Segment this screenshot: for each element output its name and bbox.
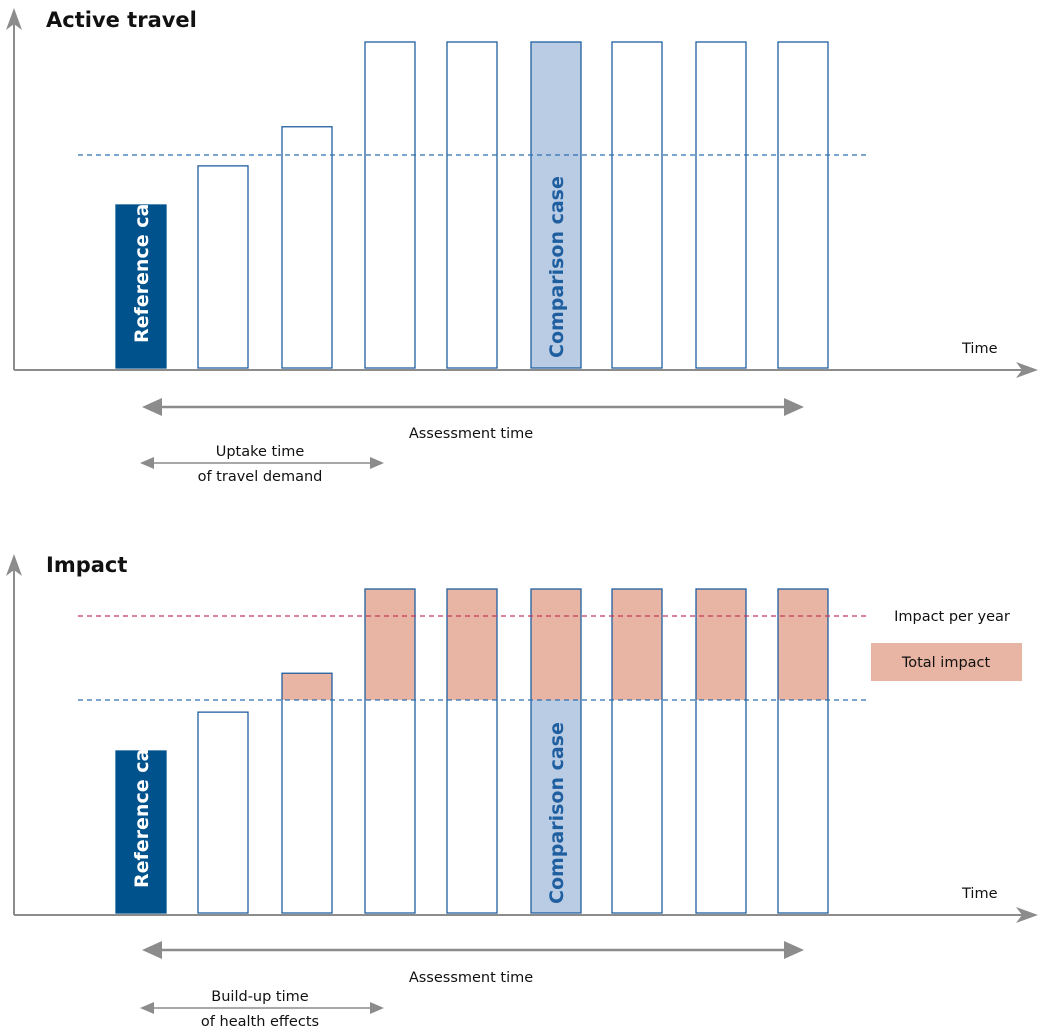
bottom-x-axis-arrow-icon [1016,907,1038,923]
bottom-bar-2 [197,711,249,914]
top-bar-5 [446,41,498,369]
bottom-comparison-bar [530,588,582,914]
top-bar-3 [281,126,333,369]
bottom-buildup-arrow-left-icon [140,1002,154,1014]
total-impact-legend-label: Total impact [901,655,991,671]
bottom-buildup-label-line2: of health effects [201,1014,319,1030]
bottom-y-axis-arrow-icon [6,554,22,576]
bottom-impact-segment-5 [447,589,497,700]
bottom-buildup-label-line1: Build-up time [211,989,308,1005]
top-panel-title: Active travel [46,8,197,32]
top-x-axis-arrow-icon [1016,362,1038,378]
top-uptake-label-line1: Uptake time [216,444,305,460]
top-bar-4 [364,41,416,369]
bottom-assessment-time-label: Assessment time [409,970,533,986]
bottom-reference-bar [115,750,167,914]
top-x-axis-label: Time [961,341,998,357]
top-uptake-arrow-right-icon [370,457,384,469]
top-reference-bar [115,204,167,369]
top-assessment-time-label: Assessment time [409,426,533,442]
top-comparison-case-label: Comparison case [546,176,568,358]
top-uptake-label-line2: of travel demand [198,469,323,485]
impact-per-year-legend-label: Impact per year [894,609,1010,625]
bottom-assessment-arrow-left-icon [142,941,162,959]
bottom-comparison-case-label: Comparison case [546,722,568,904]
bottom-comparison-fill [531,700,581,913]
bottom-bar-9 [777,588,829,914]
bottom-bar-7 [611,588,663,914]
bottom-impact-segment-9 [778,589,828,700]
bottom-reference-case-label: Reference case [131,725,153,889]
top-bar-7 [611,41,663,369]
top-assessment-arrow-right-icon [784,398,804,416]
bottom-x-axis-label: Time [961,886,998,902]
top-comparison-bar [530,41,582,369]
bottom-bar-5 [446,588,498,914]
total-impact-legend-swatch [871,643,1022,681]
bottom-assessment-arrow-right-icon [784,941,804,959]
top-bar-2 [197,165,249,369]
top-y-axis-arrow-icon [6,8,22,30]
bottom-bar-3 [281,672,333,914]
bottom-impact-segment-3 [282,673,332,700]
bottom-bar-8 [695,588,747,914]
bottom-impact-segment-8 [696,589,746,700]
bottom-bar-4 [364,588,416,914]
bottom-panel: Impact Time Reference case Comparison ca… [6,553,1038,1030]
bottom-impact-segment-7 [612,589,662,700]
top-panel: Active travel Time Reference case Compar… [6,8,1038,485]
top-reference-case-label: Reference case [131,180,153,344]
bottom-bars [115,588,829,914]
bottom-impact-segment-4 [365,589,415,700]
top-uptake-arrow-left-icon [140,457,154,469]
bottom-panel-title: Impact [46,553,127,577]
top-bar-9 [777,41,829,369]
top-assessment-arrow-left-icon [142,398,162,416]
top-bar-8 [695,41,747,369]
bottom-impact-segment-6 [531,589,581,700]
bottom-buildup-arrow-right-icon [370,1002,384,1014]
top-bars [115,41,829,369]
